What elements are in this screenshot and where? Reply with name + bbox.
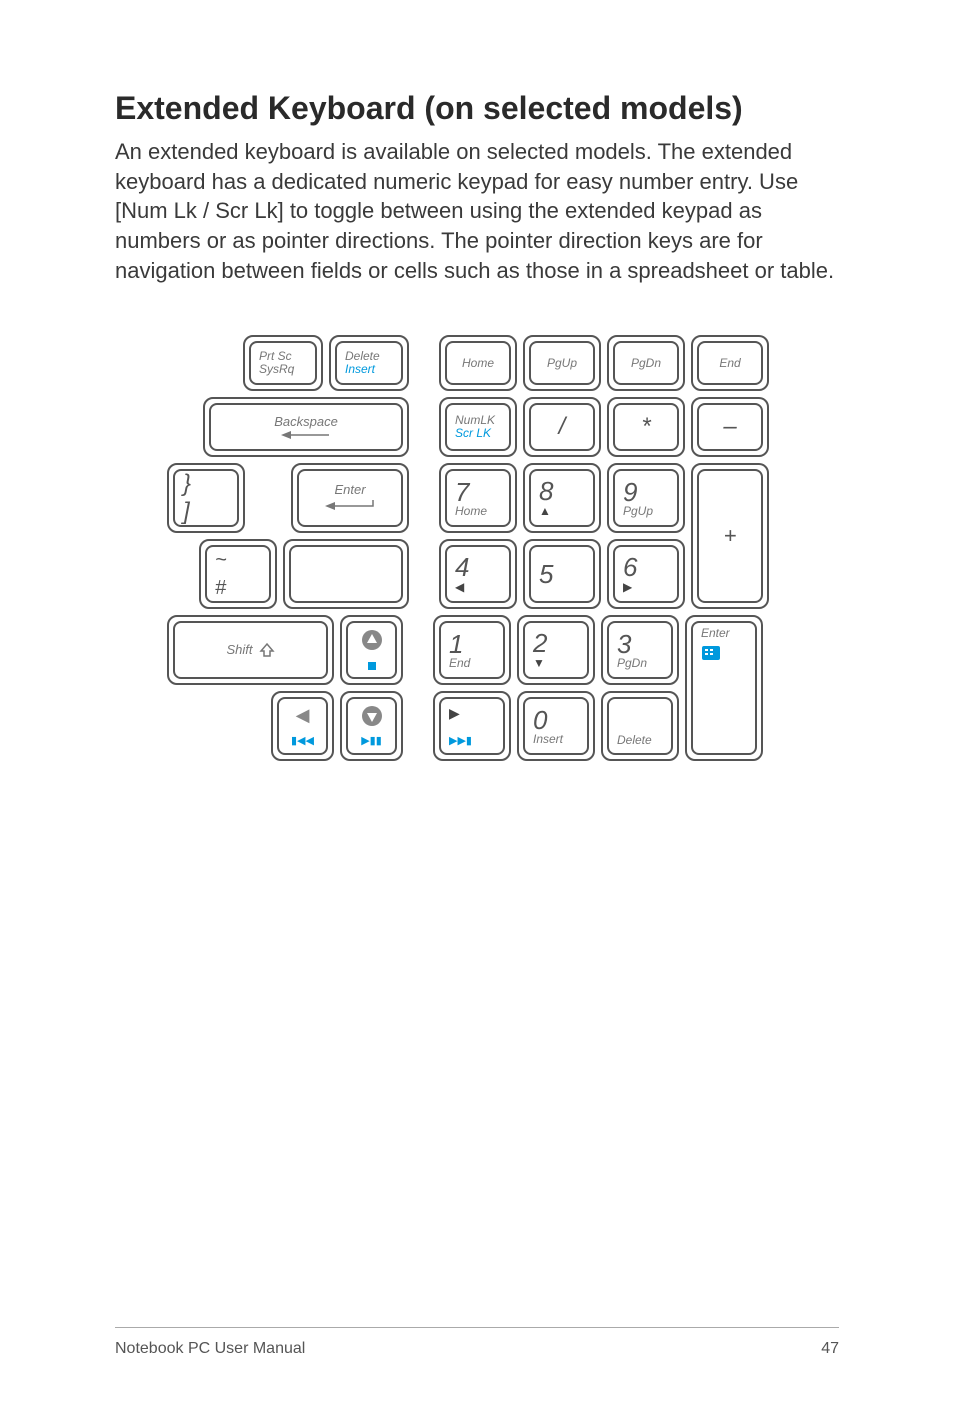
label: 6 xyxy=(623,554,669,580)
key-1: 1 End xyxy=(433,615,511,685)
keyboard-diagram: Prt Sc SysRq Delete Insert Home PgUp PgD… xyxy=(167,335,787,761)
key-minus: – xyxy=(691,397,769,457)
key-pgdn: PgDn xyxy=(607,335,685,391)
label: End xyxy=(707,357,753,370)
label: PgDn xyxy=(623,357,669,370)
key-slash: / xyxy=(523,397,601,457)
label: – xyxy=(723,415,736,439)
shift-arrow-icon xyxy=(259,642,275,658)
key-left-arrow: ◀ ▮◀◀ xyxy=(271,691,334,761)
label: Backspace xyxy=(274,415,338,429)
label: SysRq xyxy=(259,363,307,376)
label: Home xyxy=(455,505,501,518)
label: 0 xyxy=(533,707,579,733)
triangle-left-icon: ◀ xyxy=(296,705,310,726)
media-next-icon: ▶▶▮ xyxy=(449,734,472,747)
key-prtsc: Prt Sc SysRq xyxy=(243,335,323,391)
footer-title: Notebook PC User Manual xyxy=(115,1340,305,1358)
key-7: 7 Home xyxy=(439,463,517,533)
key-3: 3 PgDn xyxy=(601,615,679,685)
vol-up-icon xyxy=(361,629,383,651)
label: Shift xyxy=(226,643,252,657)
label: Scr LK xyxy=(455,427,501,440)
vol-down-icon xyxy=(361,705,383,727)
label: 9 xyxy=(623,479,669,505)
stop-icon xyxy=(365,661,379,671)
key-brace: } ] xyxy=(167,463,245,533)
label: 2 xyxy=(533,630,579,656)
page-number: 47 xyxy=(821,1340,839,1358)
label: ~ xyxy=(215,550,261,570)
label: PgDn xyxy=(617,657,663,670)
label: Enter xyxy=(701,627,747,640)
key-home: Home xyxy=(439,335,517,391)
key-delete: Delete Insert xyxy=(329,335,409,391)
triangle-left-icon: ◀ xyxy=(455,580,501,594)
media-prev-icon: ▮◀◀ xyxy=(291,734,314,747)
label: # xyxy=(215,578,261,598)
key-5: 5 xyxy=(523,539,601,609)
key-end: End xyxy=(691,335,769,391)
label: / xyxy=(559,415,566,439)
key-2: 2 ▼ xyxy=(517,615,595,685)
label: Insert xyxy=(533,733,579,746)
media-play-pause-icon: ▶▮▮ xyxy=(361,734,382,747)
key-9: 9 PgUp xyxy=(607,463,685,533)
key-shift: Shift xyxy=(167,615,334,685)
label: Delete xyxy=(617,734,663,747)
label: Insert xyxy=(345,363,393,376)
key-np-enter: Enter xyxy=(685,615,763,761)
key-right-arrow: ▶ ▶▶▮ xyxy=(433,691,511,761)
key-backspace: Backspace xyxy=(203,397,409,457)
key-blank-1 xyxy=(283,539,409,609)
label: 8 xyxy=(539,478,585,504)
label: 7 xyxy=(455,479,501,505)
label: Home xyxy=(455,357,501,370)
label: + xyxy=(724,525,737,547)
label: End xyxy=(449,657,495,670)
triangle-up-icon: ▲ xyxy=(539,504,585,518)
label: * xyxy=(641,415,650,439)
enter-arrow-icon xyxy=(323,498,377,514)
key-8: 8 ▲ xyxy=(523,463,601,533)
key-pgup: PgUp xyxy=(523,335,601,391)
key-up-arrow xyxy=(340,615,403,685)
key-numlk: NumLK Scr LK xyxy=(439,397,517,457)
key-0: 0 Insert xyxy=(517,691,595,761)
key-enter: Enter xyxy=(291,463,409,533)
key-dot: Delete xyxy=(601,691,679,761)
label: ] xyxy=(183,500,229,524)
key-star: * xyxy=(607,397,685,457)
label: PgUp xyxy=(539,357,585,370)
key-6: 6 ▶ xyxy=(607,539,685,609)
body-paragraph: An extended keyboard is available on sel… xyxy=(115,137,839,285)
key-4: 4 ◀ xyxy=(439,539,517,609)
page-heading: Extended Keyboard (on selected models) xyxy=(115,90,839,127)
label: 1 xyxy=(449,631,495,657)
label: PgUp xyxy=(623,505,669,518)
label: Enter xyxy=(334,483,365,497)
key-down-arrow: ▶▮▮ xyxy=(340,691,403,761)
label: 4 xyxy=(455,554,501,580)
key-plus: + xyxy=(691,463,769,609)
calculator-icon xyxy=(701,645,721,661)
triangle-down-icon: ▼ xyxy=(533,656,579,670)
key-tilde: ~ # xyxy=(199,539,277,609)
label: 3 xyxy=(617,631,663,657)
triangle-right-icon: ▶ xyxy=(449,705,460,722)
label: 5 xyxy=(539,561,585,587)
arrow-left-icon xyxy=(281,430,331,440)
label: } xyxy=(183,472,229,496)
triangle-right-icon: ▶ xyxy=(623,580,669,594)
